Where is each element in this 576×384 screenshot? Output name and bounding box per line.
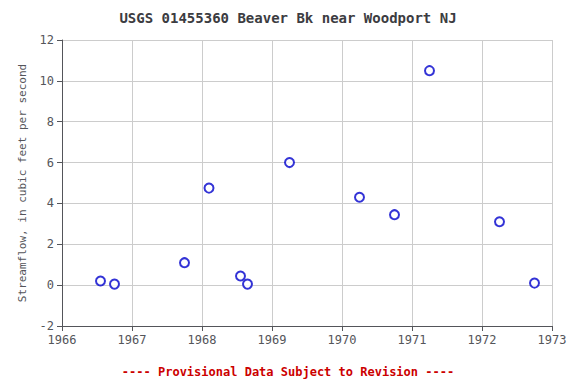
svg-text:1969: 1969 — [258, 333, 287, 347]
svg-text:1968: 1968 — [188, 333, 217, 347]
svg-text:-2: -2 — [40, 319, 54, 333]
svg-text:1971: 1971 — [398, 333, 427, 347]
svg-text:1972: 1972 — [468, 333, 497, 347]
svg-text:8: 8 — [47, 115, 54, 129]
svg-text:12: 12 — [40, 33, 54, 47]
svg-text:2: 2 — [47, 237, 54, 251]
svg-text:6: 6 — [47, 156, 54, 170]
svg-text:1966: 1966 — [48, 333, 77, 347]
svg-text:10: 10 — [40, 74, 54, 88]
svg-text:1970: 1970 — [328, 333, 357, 347]
svg-text:1967: 1967 — [118, 333, 147, 347]
svg-text:0: 0 — [47, 278, 54, 292]
svg-text:1973: 1973 — [538, 333, 567, 347]
svg-text:USGS 01455360 Beaver Bk near W: USGS 01455360 Beaver Bk near Woodport NJ — [119, 10, 456, 26]
svg-text:Streamflow, in cubic feet per: Streamflow, in cubic feet per second — [16, 64, 29, 302]
svg-text:4: 4 — [47, 196, 54, 210]
svg-text:---- Provisional Data Subject: ---- Provisional Data Subject to Revisio… — [122, 365, 454, 379]
